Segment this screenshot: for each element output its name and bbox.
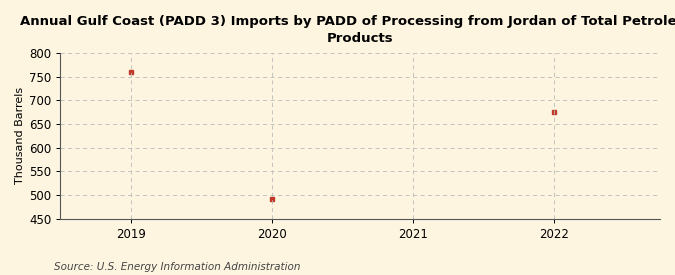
Title: Annual Gulf Coast (PADD 3) Imports by PADD of Processing from Jordan of Total Pe: Annual Gulf Coast (PADD 3) Imports by PA…	[20, 15, 675, 45]
Text: Source: U.S. Energy Information Administration: Source: U.S. Energy Information Administ…	[54, 262, 300, 272]
Y-axis label: Thousand Barrels: Thousand Barrels	[15, 87, 25, 185]
